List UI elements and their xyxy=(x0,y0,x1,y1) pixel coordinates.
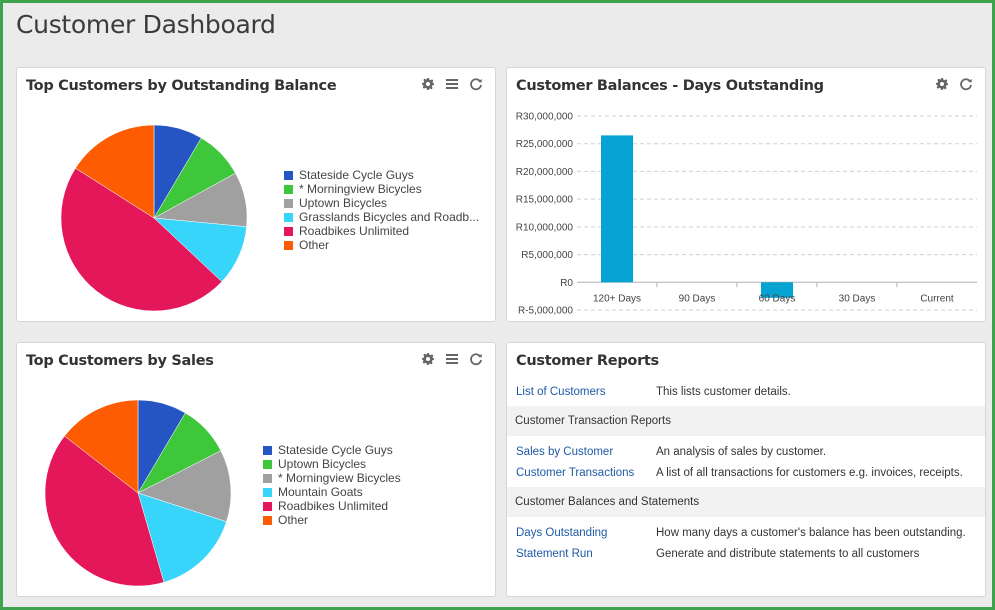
legend-item[interactable]: Other xyxy=(263,513,401,527)
report-section-header: Customer Transaction Reports xyxy=(507,406,985,436)
legend-swatch xyxy=(263,502,272,511)
legend-item[interactable]: Roadbikes Unlimited xyxy=(263,499,401,513)
legend-swatch xyxy=(263,446,272,455)
legend-item[interactable]: Uptown Bicycles xyxy=(284,196,479,210)
gear-icon[interactable] xyxy=(935,77,949,91)
legend-item[interactable]: Other xyxy=(284,238,479,252)
legend-swatch xyxy=(263,488,272,497)
gear-icon[interactable] xyxy=(421,352,435,366)
report-link[interactable]: List of Customers xyxy=(516,386,656,398)
y-tick-label: R25,000,000 xyxy=(516,139,574,150)
chart-legend: Stateside Cycle Guys Uptown Bicycles * M… xyxy=(263,443,401,527)
page-title: Customer Dashboard xyxy=(16,10,276,39)
legend-swatch xyxy=(284,213,293,222)
report-row: Statement Run Generate and distribute st… xyxy=(507,543,985,564)
legend-item[interactable]: Grasslands Bicycles and Roadb... xyxy=(284,210,479,224)
x-tick-label: 30 Days xyxy=(839,293,876,304)
panel-toolbar xyxy=(421,77,483,91)
y-tick-label: R15,000,000 xyxy=(516,195,574,206)
legend-swatch xyxy=(284,171,293,180)
legend-item[interactable]: Mountain Goats xyxy=(263,485,401,499)
legend-swatch xyxy=(263,460,272,469)
report-link[interactable]: Statement Run xyxy=(516,548,656,560)
y-tick-label: R20,000,000 xyxy=(516,167,574,178)
panel-title: Top Customers by Outstanding Balance xyxy=(26,78,336,94)
report-row: Sales by Customer An analysis of sales b… xyxy=(507,441,985,462)
panel-toolbar xyxy=(935,77,973,91)
panel-title: Customer Balances - Days Outstanding xyxy=(516,78,824,94)
days-outstanding-panel: Customer Balances - Days Outstanding R30… xyxy=(506,67,986,322)
legend-item[interactable]: Stateside Cycle Guys xyxy=(263,443,401,457)
report-row: Customer Transactions A list of all tran… xyxy=(507,462,985,483)
report-row: List of Customers This lists customer de… xyxy=(507,381,985,402)
y-tick-label: R10,000,000 xyxy=(516,222,574,233)
x-tick-label: 60 Days xyxy=(759,293,796,304)
legend-item[interactable]: Stateside Cycle Guys xyxy=(284,168,479,182)
report-description: How many days a customer's balance has b… xyxy=(656,527,966,539)
panel-title: Top Customers by Sales xyxy=(26,353,214,369)
y-tick-label: R30,000,000 xyxy=(516,112,574,123)
gear-icon[interactable] xyxy=(421,77,435,91)
report-description: Generate and distribute statements to al… xyxy=(656,548,919,560)
legend-swatch xyxy=(284,185,293,194)
legend-swatch xyxy=(284,199,293,208)
legend-swatch xyxy=(263,516,272,525)
top-balance-panel: Top Customers by Outstanding Balance Sta… xyxy=(16,67,496,322)
x-tick-label: 90 Days xyxy=(679,293,716,304)
legend-swatch xyxy=(284,227,293,236)
legend-item[interactable]: Roadbikes Unlimited xyxy=(284,224,479,238)
legend-item[interactable]: * Morningview Bicycles xyxy=(284,182,479,196)
panel-toolbar xyxy=(421,352,483,366)
bar-chart: R30,000,000 R25,000,000 R20,000,000 R15,000… xyxy=(507,106,985,321)
x-tick-label: 120+ Days xyxy=(593,293,641,304)
report-description: A list of all transactions for customers… xyxy=(656,467,963,479)
report-link[interactable]: Days Outstanding xyxy=(516,527,656,539)
customer-reports-panel: Customer Reports List of Customers This … xyxy=(506,342,986,597)
chart-legend: Stateside Cycle Guys * Morningview Bicyc… xyxy=(284,168,479,252)
top-sales-panel: Top Customers by Sales Stateside Cycle G… xyxy=(16,342,496,597)
y-tick-label: R5,000,000 xyxy=(521,250,573,261)
panel-title: Customer Reports xyxy=(516,353,659,369)
refresh-icon[interactable] xyxy=(469,352,483,366)
list-icon[interactable] xyxy=(445,352,459,366)
legend-swatch xyxy=(284,241,293,250)
reports-list: List of Customers This lists customer de… xyxy=(507,381,985,564)
report-link[interactable]: Sales by Customer xyxy=(516,446,656,458)
y-tick-label: R0 xyxy=(560,278,573,289)
report-link[interactable]: Customer Transactions xyxy=(516,467,656,479)
refresh-icon[interactable] xyxy=(469,77,483,91)
report-description: This lists customer details. xyxy=(656,386,791,398)
report-description: An analysis of sales by customer. xyxy=(656,446,826,458)
y-tick-label: R-5,000,000 xyxy=(518,306,573,317)
list-icon[interactable] xyxy=(445,77,459,91)
report-row: Days Outstanding How many days a custome… xyxy=(507,522,985,543)
legend-item[interactable]: * Morningview Bicycles xyxy=(263,471,401,485)
bar[interactable] xyxy=(601,135,633,282)
x-tick-label: Current xyxy=(920,293,954,304)
refresh-icon[interactable] xyxy=(959,77,973,91)
pie-chart xyxy=(54,118,254,318)
legend-swatch xyxy=(263,474,272,483)
pie-chart xyxy=(38,393,238,593)
legend-item[interactable]: Uptown Bicycles xyxy=(263,457,401,471)
report-section-header: Customer Balances and Statements xyxy=(507,487,985,517)
